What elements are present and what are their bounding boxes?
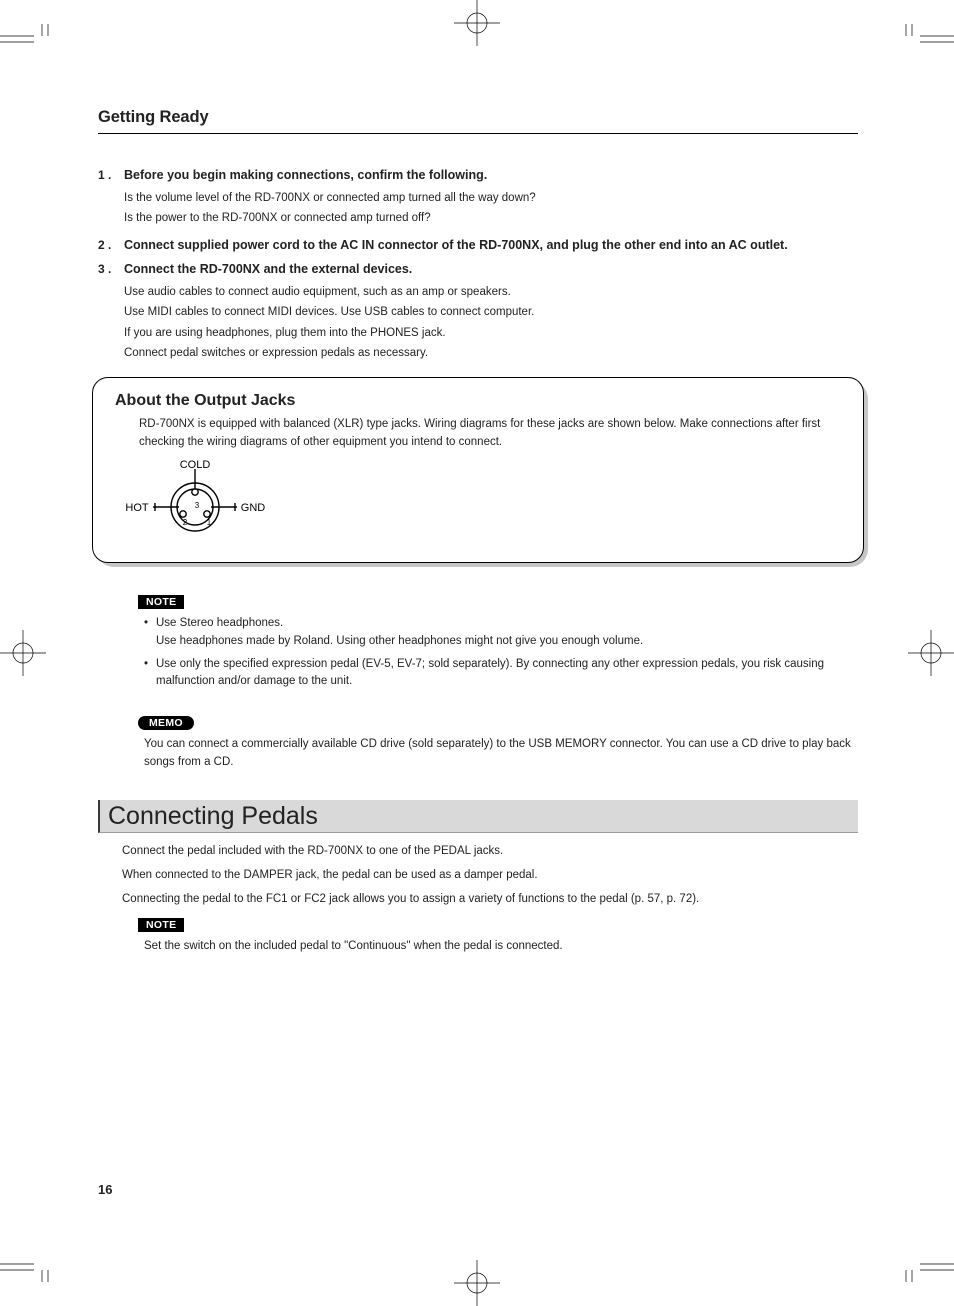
section-paragraph: Connecting the pedal to the FC1 or FC2 j… [122, 891, 858, 909]
xlr-pin-2: 2 [183, 518, 188, 527]
xlr-label-cold: COLD [180, 459, 211, 471]
step-heading: Before you begin making connections, con… [124, 168, 858, 182]
note-badge: NOTE [138, 918, 184, 932]
registration-mark-bottom [454, 1260, 500, 1306]
step-heading: Connect the RD-700NX and the external de… [124, 262, 858, 276]
step-line: If you are using headphones, plug them i… [124, 323, 858, 343]
step-body: Use audio cables to connect audio equipm… [124, 282, 858, 363]
step-line: Connect pedal switches or expression ped… [124, 343, 858, 363]
callout-output-jacks: About the Output Jacks RD-700NX is equip… [92, 377, 864, 564]
step-line: Is the volume level of the RD-700NX or c… [124, 188, 858, 208]
xlr-pin-1: 1 [207, 518, 212, 527]
section-paragraph: When connected to the DAMPER jack, the p… [122, 867, 858, 885]
section-title: Connecting Pedals [108, 802, 850, 831]
running-head: Getting Ready [98, 108, 858, 134]
xlr-pin-3: 3 [195, 501, 200, 510]
callout-text: RD-700NX is equipped with balanced (XLR)… [115, 416, 841, 452]
section-paragraph: Connect the pedal included with the RD-7… [122, 843, 858, 861]
crop-mark-bl [0, 1242, 60, 1282]
numbered-steps: Before you begin making connections, con… [98, 168, 858, 363]
note-bullets: Use Stereo headphones. Use headphones ma… [98, 615, 858, 690]
callout-box: About the Output Jacks RD-700NX is equip… [92, 377, 864, 564]
step-line: Use MIDI cables to connect MIDI devices.… [124, 302, 858, 322]
note-item: Use Stereo headphones. Use headphones ma… [144, 615, 852, 650]
page-content: Getting Ready Before you begin making co… [98, 108, 858, 962]
memo-text: You can connect a commercially available… [98, 736, 858, 772]
step-1: Before you begin making connections, con… [98, 168, 858, 228]
xlr-label-hot: HOT [125, 502, 149, 514]
page-number: 16 [98, 1182, 112, 1197]
note-item: Use only the specified expression pedal … [144, 656, 852, 691]
xlr-label-gnd: GND [241, 502, 266, 514]
step-2: Connect supplied power cord to the AC IN… [98, 238, 858, 252]
section-header: Connecting Pedals [98, 800, 858, 833]
crop-mark-tl [0, 24, 60, 64]
step-body: Is the volume level of the RD-700NX or c… [124, 188, 858, 228]
step-line: Use audio cables to connect audio equipm… [124, 282, 858, 302]
registration-mark-right [908, 630, 954, 676]
callout-title: About the Output Jacks [115, 392, 841, 410]
step-line: Is the power to the RD-700NX or connecte… [124, 208, 858, 228]
note-badge: NOTE [138, 595, 184, 609]
memo-badge: MEMO [138, 716, 194, 730]
registration-mark-left [0, 630, 46, 676]
step-3: Connect the RD-700NX and the external de… [98, 262, 858, 363]
crop-mark-tr [894, 24, 954, 64]
note-text: Set the switch on the included pedal to … [98, 938, 858, 956]
xlr-wiring-diagram: COLD HOT GND 3 2 1 [123, 459, 841, 544]
crop-mark-br [894, 1242, 954, 1282]
registration-mark-top [454, 0, 500, 46]
step-heading: Connect supplied power cord to the AC IN… [124, 238, 858, 252]
